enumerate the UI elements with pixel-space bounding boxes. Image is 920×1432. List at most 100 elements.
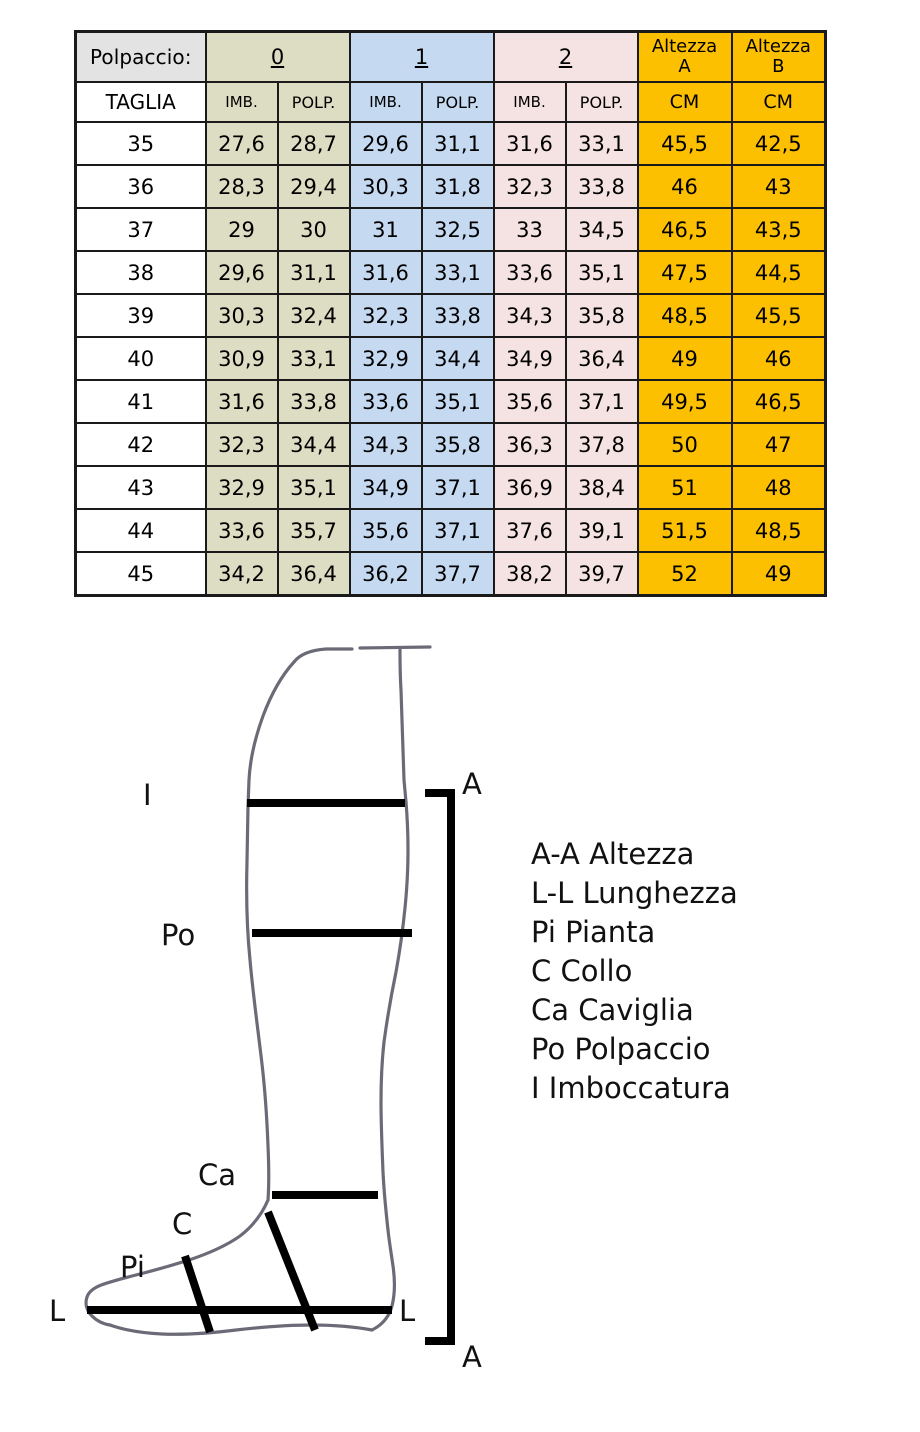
cell-imb-0: 31,6 [204,379,279,424]
legend-item-4: Ca Caviglia [531,993,694,1027]
cell-imb-2: 32,3 [492,164,567,209]
cell-altezza-b: 43 [730,164,827,209]
cell-imb-2: 34,9 [492,336,567,381]
cell-polp-2: 39,1 [564,508,639,553]
cell-polp-2: 33,8 [564,164,639,209]
cell-imb-2: 36,9 [492,465,567,510]
cell-size: 45 [74,551,207,597]
altezza-b-line1: Altezza [745,36,811,58]
cell-imb-1: 34,3 [348,422,423,467]
label-lunghezza-left: L [49,1294,66,1328]
cell-altezza-b: 48 [730,465,827,510]
legend-item-0: A-A Altezza [531,837,695,871]
cell-size: 41 [74,379,207,424]
cell-polp-1: 33,1 [420,250,495,295]
cell-polp-1: 35,1 [420,379,495,424]
cell-polp-0: 29,4 [276,164,351,209]
table-row: 35 27,6 28,7 29,6 31,1 31,6 33,1 45,5 42,5 [74,121,827,166]
cell-imb-2: 37,6 [492,508,567,553]
altezza-a-line1: Altezza [651,36,718,58]
cell-altezza-a: 46,5 [636,207,733,252]
measurement-legend: A-A Altezza L-L Lunghezza Pi Pianta C Co… [531,835,738,1108]
altezza-b-header: Altezza B [730,30,827,83]
subheader-imb-0: IMB. [204,81,279,123]
legend-item-3: C Collo [531,954,633,988]
cell-polp-2: 34,5 [564,207,639,252]
cell-altezza-a: 50 [636,422,733,467]
cell-altezza-b: 43,5 [730,207,827,252]
cell-polp-2: 38,4 [564,465,639,510]
group-header-0: 0 [204,30,351,83]
cell-polp-0: 30 [276,207,351,252]
cell-imb-0: 30,9 [204,336,279,381]
altezza-a-line2: A [678,56,691,77]
table-row: 40 30,9 33,1 32,9 34,4 34,9 36,4 49 46 [74,336,827,381]
cell-polp-1: 34,4 [420,336,495,381]
table-row: 38 29,6 31,1 31,6 33,1 33,6 35,1 47,5 44,5 [74,250,827,295]
cell-imb-1: 35,6 [348,508,423,553]
cell-polp-1: 37,1 [420,465,495,510]
cell-imb-2: 31,6 [492,121,567,166]
cell-altezza-a: 52 [636,551,733,597]
cell-polp-0: 35,1 [276,465,351,510]
size-chart-table: Polpaccio: 0 1 2 Altezza A Altezza B TAG… [74,30,827,597]
label-lunghezza-right: L [399,1294,416,1328]
cell-altezza-a: 49,5 [636,379,733,424]
cell-polp-0: 28,7 [276,121,351,166]
cell-polp-0: 31,1 [276,250,351,295]
cell-imb-2: 36,3 [492,422,567,467]
cell-polp-2: 33,1 [564,121,639,166]
cell-imb-2: 35,6 [492,379,567,424]
table-row: 39 30,3 32,4 32,3 33,8 34,3 35,8 48,5 45,5 [74,293,827,338]
group-header-1: 1 [348,30,495,83]
cell-imb-1: 32,3 [348,293,423,338]
cell-polp-0: 36,4 [276,551,351,597]
label-imboccatura: I [143,778,152,812]
cell-altezza-b: 42,5 [730,121,827,166]
cell-imb-1: 32,9 [348,336,423,381]
cell-imb-1: 34,9 [348,465,423,510]
cell-polp-1: 37,1 [420,508,495,553]
cell-polp-2: 36,4 [564,336,639,381]
cell-polp-1: 33,8 [420,293,495,338]
cell-altezza-b: 47 [730,422,827,467]
legend-item-2: Pi Pianta [531,915,656,949]
subheader-imb-1: IMB. [348,81,423,123]
cell-imb-1: 36,2 [348,551,423,597]
cell-altezza-a: 47,5 [636,250,733,295]
cell-imb-2: 38,2 [492,551,567,597]
cell-altezza-b: 44,5 [730,250,827,295]
table-row: 44 33,6 35,7 35,6 37,1 37,6 39,1 51,5 48,5 [74,508,827,553]
cell-imb-0: 29,6 [204,250,279,295]
cell-imb-2: 33 [492,207,567,252]
cell-imb-0: 32,3 [204,422,279,467]
cell-size: 44 [74,508,207,553]
cell-imb-2: 33,6 [492,250,567,295]
cell-imb-0: 34,2 [204,551,279,597]
corner-label: Polpaccio: [74,30,207,83]
label-pianta: Pi [120,1250,145,1284]
cell-imb-0: 30,3 [204,293,279,338]
cell-altezza-a: 46 [636,164,733,209]
table-header-subcolumns: TAGLIA IMB. POLP. IMB. POLP. IMB. POLP. … [74,81,827,123]
cell-altezza-b: 45,5 [730,293,827,338]
subheader-polp-2: POLP. [564,81,639,123]
cell-polp-0: 33,1 [276,336,351,381]
cell-imb-1: 31,6 [348,250,423,295]
cell-size: 37 [74,207,207,252]
cell-polp-1: 31,1 [420,121,495,166]
label-altezza-bottom: A [462,1340,482,1374]
cell-imb-2: 34,3 [492,293,567,338]
cell-imb-0: 33,6 [204,508,279,553]
cell-size: 40 [74,336,207,381]
cell-polp-2: 39,7 [564,551,639,597]
boot-measurement-diagram: I Po Ca C Pi L L A A [0,630,920,1420]
cell-polp-0: 34,4 [276,422,351,467]
cell-polp-1: 31,8 [420,164,495,209]
altezza-a-unit: CM [636,81,733,123]
table-header-groups: Polpaccio: 0 1 2 Altezza A Altezza B [74,30,827,83]
cell-altezza-b: 46,5 [730,379,827,424]
cell-imb-1: 29,6 [348,121,423,166]
label-caviglia: Ca [198,1158,237,1192]
cell-polp-2: 37,8 [564,422,639,467]
